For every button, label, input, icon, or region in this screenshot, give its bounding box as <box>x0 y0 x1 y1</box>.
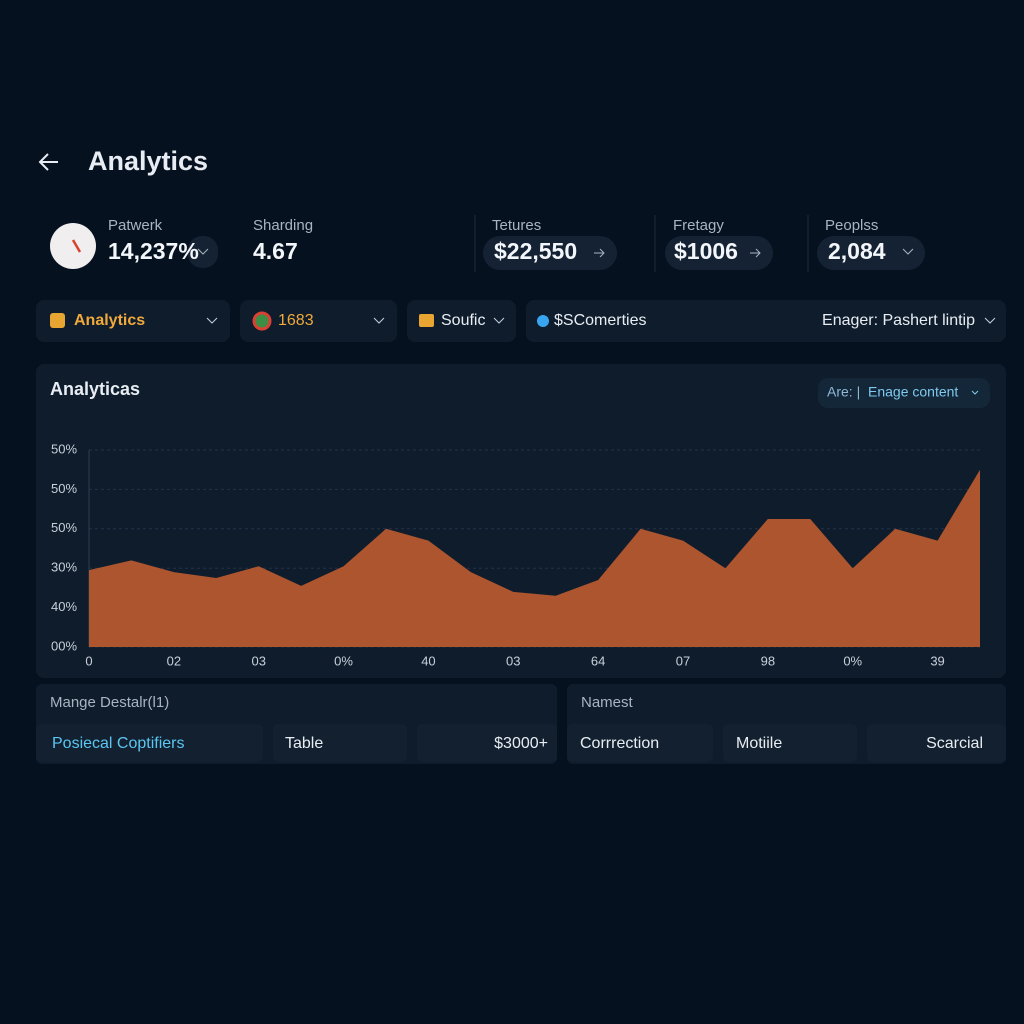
cell-text: $3000+ <box>494 735 548 752</box>
cell[interactable] <box>867 724 1006 762</box>
filter[interactable] <box>240 300 397 342</box>
stat-label: Peoplss <box>825 217 878 234</box>
page-title: Analytics <box>88 146 208 176</box>
cell-text: Corrrection <box>580 735 659 752</box>
stat-label: Fretagy <box>673 217 724 234</box>
plot: 00% 40% 30% 50% 50% 50% 0 02 03 0% 40 03 64 07 98 0% 39 <box>51 441 980 668</box>
stat-label: Sharding <box>253 217 313 234</box>
filter[interactable] <box>407 300 516 342</box>
arrow <box>594 248 605 258</box>
chevron <box>971 390 979 395</box>
x-tick-label: 03 <box>506 653 520 668</box>
x-tick-label: 02 <box>167 653 181 668</box>
chevron <box>206 317 218 324</box>
stat-pill[interactable] <box>665 236 773 270</box>
cell-text: Table <box>285 735 323 752</box>
chevron <box>902 248 914 255</box>
stat-value: 2,084 <box>828 238 886 264</box>
filter-label: Enager: Pashert lintip <box>822 312 975 329</box>
x-tick-label: 64 <box>591 653 605 668</box>
cell[interactable] <box>723 724 857 762</box>
filter[interactable] <box>526 300 1006 342</box>
dropdown-label: Enage content <box>868 384 958 400</box>
x-tick-label: 39 <box>930 653 944 668</box>
dropdown-prefix: Are: | <box>827 384 860 400</box>
y-tick-label: 50% <box>51 481 77 496</box>
stat-icon-hand <box>71 239 82 253</box>
filter-icon <box>252 311 272 331</box>
cell-text: Motiile <box>736 735 782 752</box>
x-tick-label: 03 <box>251 653 265 668</box>
cell-text: Scarcial <box>926 735 983 752</box>
stat-value: $22,550 <box>494 238 577 264</box>
stat-label: Patwerk <box>108 217 163 234</box>
y-tick-label: 50% <box>51 441 77 456</box>
stat-value: $1006 <box>674 238 738 264</box>
x-tick-label: 0% <box>334 653 353 668</box>
x-tick-label: 0 <box>85 653 92 668</box>
cell[interactable] <box>417 724 557 762</box>
panel-title: Mange Destalr(l1) <box>50 694 169 711</box>
cell-text: Posiecal Coptifiers <box>52 735 185 752</box>
filter-label: Soufic <box>441 312 485 329</box>
chevron <box>984 317 996 324</box>
stat-icon <box>50 223 96 269</box>
filter[interactable] <box>36 300 230 342</box>
filter-label: 1683 <box>278 312 314 329</box>
cell[interactable] <box>36 724 263 762</box>
stat-pill[interactable] <box>817 236 925 270</box>
stat-pill[interactable] <box>188 236 218 268</box>
y-tick-label: 00% <box>51 638 77 653</box>
area <box>89 469 980 647</box>
filter-icon <box>537 315 549 327</box>
cell[interactable] <box>273 724 407 762</box>
arrow <box>750 248 761 258</box>
x-tick-label: 40 <box>421 653 435 668</box>
chevron <box>493 317 505 324</box>
filter-icon <box>50 313 65 328</box>
dropdown[interactable] <box>818 378 990 408</box>
x-tick-label: 0% <box>843 653 862 668</box>
x-tick-label: 07 <box>676 653 690 668</box>
y-tick-label: 40% <box>51 599 77 614</box>
filter-label: Analytics <box>74 312 145 329</box>
filter-icon <box>419 314 434 327</box>
chevron <box>373 317 385 324</box>
cell[interactable] <box>567 724 713 762</box>
filter-label: $SComerties <box>554 312 646 329</box>
y-tick-label: 50% <box>51 520 77 535</box>
chart-title: Analyticas <box>50 379 140 399</box>
back-arrow[interactable] <box>38 153 58 171</box>
y-tick-label: 30% <box>51 560 77 575</box>
x-tick-label: 98 <box>761 653 775 668</box>
stat-value: 4.67 <box>253 238 298 264</box>
stat-value: 14,237% <box>108 238 199 264</box>
panel-title: Namest <box>581 694 634 711</box>
stat-pill[interactable] <box>483 236 617 270</box>
chevron <box>197 248 209 255</box>
stat-label: Tetures <box>492 217 541 234</box>
